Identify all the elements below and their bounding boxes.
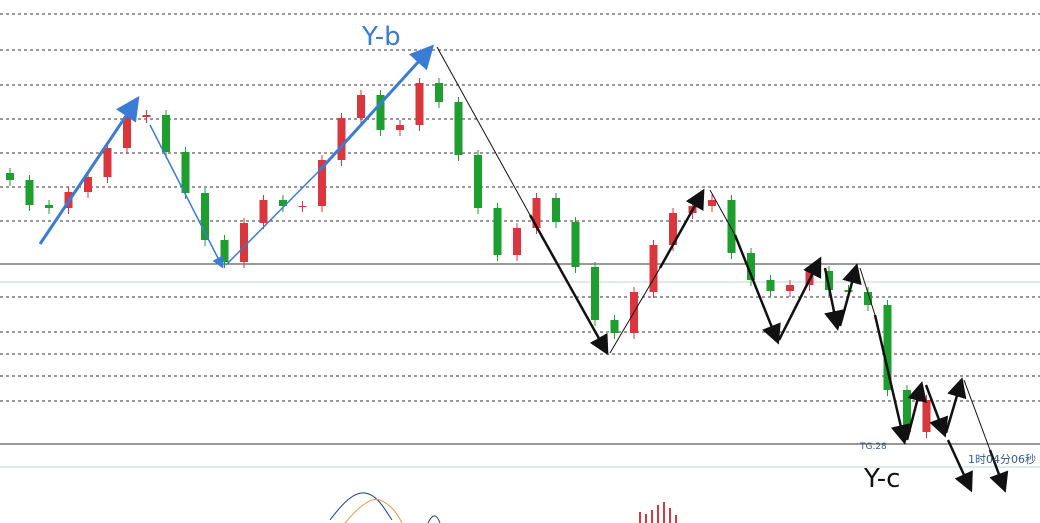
candle-body [474, 155, 482, 208]
countdown: 1时04分06秒 [968, 452, 1036, 466]
candle-body [649, 245, 658, 292]
arrow [944, 377, 967, 434]
candle-body [376, 95, 385, 130]
candle-body [45, 205, 53, 208]
candle-body [279, 200, 287, 206]
arrow [838, 263, 862, 327]
arrow [905, 381, 927, 441]
arrow [436, 46, 531, 216]
candle-body [708, 200, 716, 206]
candle-body [513, 228, 521, 255]
wave-label: Y-c [863, 464, 900, 494]
candle-body [103, 148, 112, 177]
candle-body [25, 180, 34, 205]
candle-body [181, 152, 190, 193]
candle-body [669, 213, 677, 245]
candle-body [727, 200, 736, 253]
candle-body [864, 292, 872, 305]
candle-body [552, 198, 560, 222]
arrow [528, 214, 609, 356]
candle-body [571, 222, 580, 267]
candle-body [298, 206, 307, 207]
candle-body [123, 117, 131, 148]
arrow [823, 267, 844, 331]
candle-body [883, 305, 892, 390]
candle-body [318, 160, 326, 206]
candle-body [357, 95, 365, 118]
candle-body [825, 271, 833, 290]
wave-arrows [38, 44, 1009, 493]
candle-body [396, 125, 404, 130]
arrow [946, 439, 973, 493]
arrow [149, 124, 224, 269]
arrow [225, 169, 321, 266]
candle-body [259, 200, 268, 223]
candle-body [922, 400, 931, 432]
candle-body [201, 193, 209, 240]
candle-body [240, 223, 248, 262]
arrow [709, 189, 736, 236]
candle-body [786, 285, 794, 291]
arrow [38, 96, 140, 245]
arrow [988, 449, 1009, 493]
candle-body [903, 390, 911, 432]
candle-body [747, 253, 755, 280]
arrow [873, 314, 911, 445]
indicator-panel [329, 492, 677, 523]
arrow [859, 267, 876, 316]
candle-body [435, 83, 443, 102]
candle-body [162, 115, 170, 152]
wave-label: Y-b [361, 22, 401, 52]
candle-body [142, 115, 151, 117]
candle-body [84, 177, 92, 192]
candle-body [591, 267, 599, 320]
arrow [777, 256, 822, 341]
candle-body [493, 208, 502, 255]
price-tag: TG.28 [859, 442, 887, 452]
arrow [318, 44, 435, 172]
candle-body [454, 102, 463, 155]
candle-body [415, 83, 424, 125]
arrow [963, 379, 991, 451]
candle-body [532, 198, 541, 228]
candle-body [6, 173, 14, 180]
candle-body [220, 240, 229, 262]
candle-body [337, 118, 346, 160]
arrow [924, 384, 949, 438]
arrow [609, 267, 661, 354]
arrow [733, 234, 781, 345]
candles [6, 78, 931, 438]
candle-body [610, 320, 619, 333]
arrow [658, 188, 705, 269]
candle-body [766, 280, 775, 291]
